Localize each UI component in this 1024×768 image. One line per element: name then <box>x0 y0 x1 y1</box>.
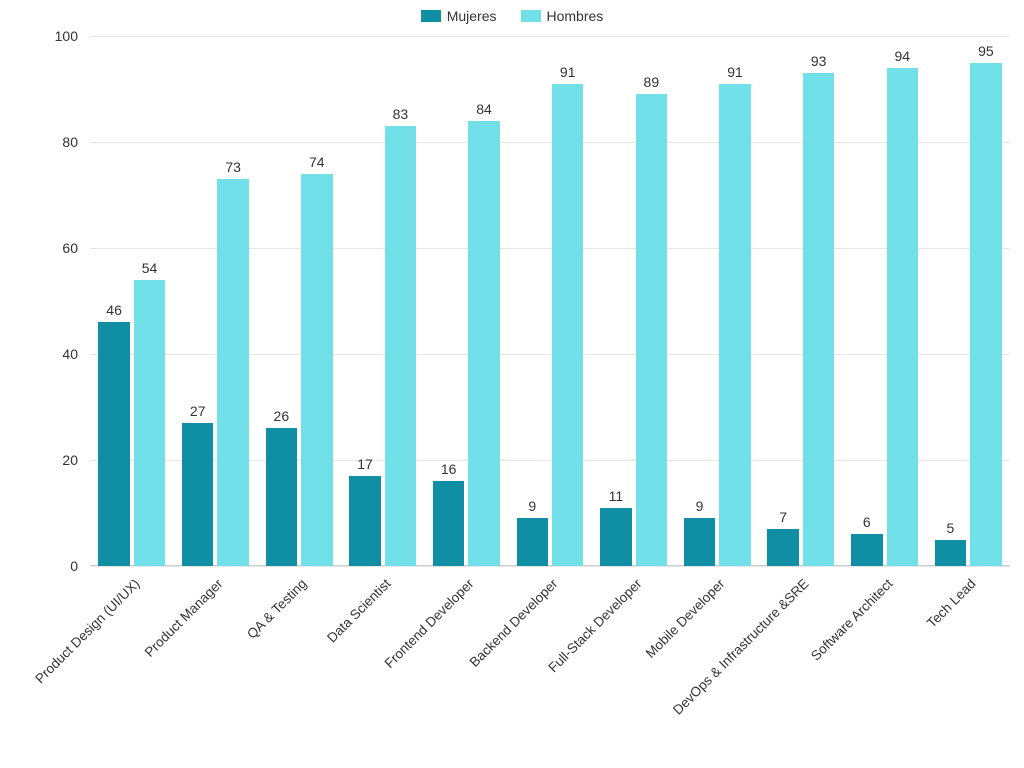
y-tick-label: 60 <box>0 240 78 256</box>
bar-group: 2674 <box>257 36 341 566</box>
bar-value-label: 9 <box>684 498 715 518</box>
legend-swatch <box>521 10 541 22</box>
legend-swatch <box>421 10 441 22</box>
bar-value-label: 73 <box>217 159 248 179</box>
bar-value-label: 5 <box>935 520 966 540</box>
bar-value-label: 26 <box>266 408 297 428</box>
bar-hombres: 84 <box>468 121 499 566</box>
bar-hombres: 95 <box>970 63 1001 567</box>
bar-group: 991 <box>675 36 759 566</box>
y-tick-label: 40 <box>0 346 78 362</box>
bar-hombres: 54 <box>134 280 165 566</box>
bar-group: 1189 <box>592 36 676 566</box>
bar-hombres: 89 <box>636 94 667 566</box>
legend: Mujeres Hombres <box>0 8 1024 25</box>
bar-value-label: 84 <box>468 101 499 121</box>
legend-label: Mujeres <box>447 8 497 24</box>
plot-area: 465427732674178316849911189991793694595 <box>90 36 1010 566</box>
chart-container: MujeresHombres 4654277326741783168499111… <box>0 0 1024 768</box>
bar-hombres: 93 <box>803 73 834 566</box>
bar-value-label: 54 <box>134 260 165 280</box>
bar-value-label: 91 <box>719 64 750 84</box>
bar-group: 793 <box>759 36 843 566</box>
bar-hombres: 91 <box>552 84 583 566</box>
legend-label: Hombres <box>547 8 604 24</box>
bar-hombres: 73 <box>217 179 248 566</box>
bar-mujeres: 17 <box>349 476 380 566</box>
legend-item-mujeres: Mujeres <box>421 8 497 24</box>
bar-value-label: 74 <box>301 154 332 174</box>
bar-value-label: 95 <box>970 43 1001 63</box>
bar-value-label: 83 <box>385 106 416 126</box>
bar-value-label: 9 <box>517 498 548 518</box>
bar-mujeres: 6 <box>851 534 882 566</box>
bar-value-label: 11 <box>600 488 631 508</box>
bar-mujeres: 16 <box>433 481 464 566</box>
y-tick-label: 20 <box>0 452 78 468</box>
bar-value-label: 89 <box>636 74 667 94</box>
bar-hombres: 83 <box>385 126 416 566</box>
bar-mujeres: 11 <box>600 508 631 566</box>
bar-value-label: 7 <box>767 509 798 529</box>
y-tick-label: 80 <box>0 134 78 150</box>
bar-mujeres: 26 <box>266 428 297 566</box>
bar-group: 694 <box>843 36 927 566</box>
bar-group: 1684 <box>425 36 509 566</box>
bar-value-label: 94 <box>887 48 918 68</box>
bar-mujeres: 46 <box>98 322 129 566</box>
y-tick-label: 100 <box>0 28 78 44</box>
gridline <box>90 566 1010 567</box>
bar-value-label: 93 <box>803 53 834 73</box>
bar-hombres: 94 <box>887 68 918 566</box>
bar-group: 1783 <box>341 36 425 566</box>
bar-group: 4654 <box>90 36 174 566</box>
y-tick-label: 0 <box>0 558 78 574</box>
bar-mujeres: 5 <box>935 540 966 567</box>
bar-value-label: 91 <box>552 64 583 84</box>
bar-value-label: 27 <box>182 403 213 423</box>
bar-group: 991 <box>508 36 592 566</box>
bar-value-label: 6 <box>851 514 882 534</box>
bar-value-label: 16 <box>433 461 464 481</box>
bar-value-label: 17 <box>349 456 380 476</box>
bar-mujeres: 7 <box>767 529 798 566</box>
bar-group: 595 <box>926 36 1010 566</box>
bar-mujeres: 27 <box>182 423 213 566</box>
legend-item-hombres: Hombres <box>521 8 604 24</box>
bar-group: 2773 <box>174 36 258 566</box>
bar-mujeres: 9 <box>517 518 548 566</box>
bar-hombres: 91 <box>719 84 750 566</box>
bar-value-label: 46 <box>98 302 129 322</box>
bar-mujeres: 9 <box>684 518 715 566</box>
bar-hombres: 74 <box>301 174 332 566</box>
